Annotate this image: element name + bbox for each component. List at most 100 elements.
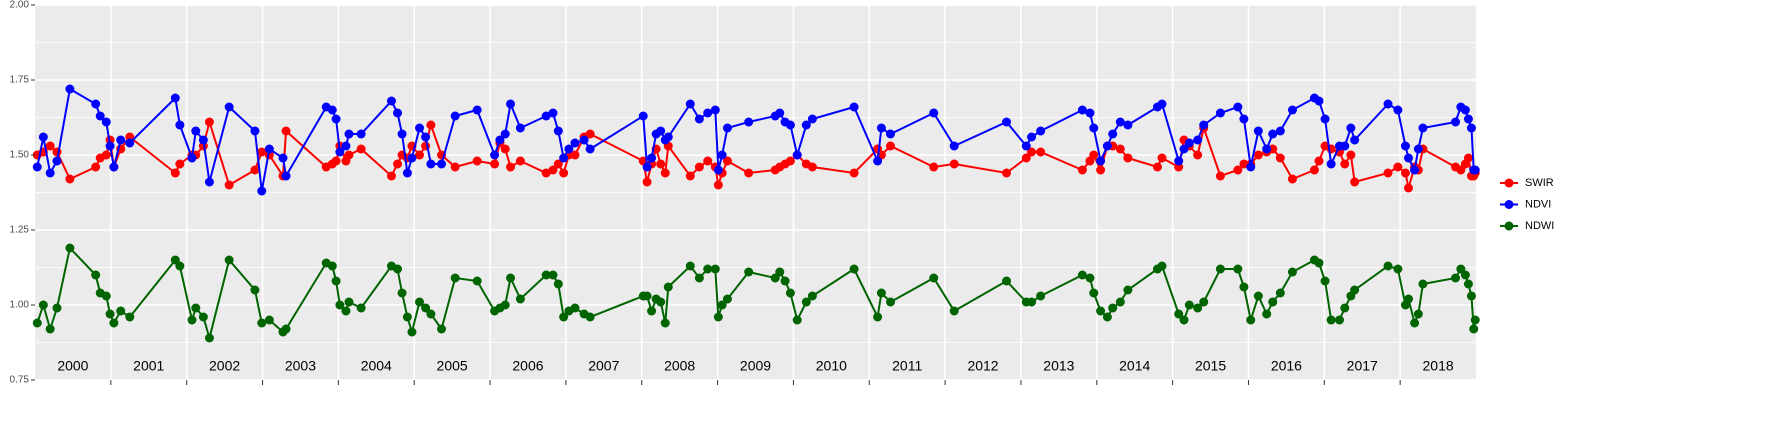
data-point [281,324,291,334]
data-point [1275,153,1285,163]
data-point [807,291,817,301]
data-point [873,156,883,166]
data-point [397,288,407,298]
data-point [548,270,558,280]
data-point [885,129,895,139]
data-point [1404,183,1414,193]
year-label: 2014 [1119,358,1150,374]
data-point [1085,108,1095,118]
data-point [116,135,126,145]
data-point [660,318,670,328]
data-point [570,150,580,160]
data-point [807,162,817,172]
data-point [506,162,516,172]
data-point [1314,156,1324,166]
data-point [703,264,713,274]
data-point [1157,99,1167,109]
data-point [1184,300,1194,310]
year-label: 2016 [1271,358,1302,374]
data-point [785,156,795,166]
data-point [116,306,126,316]
data-point [744,117,754,127]
data-point [1036,291,1046,301]
data-point [278,153,288,163]
data-point [660,168,670,178]
data-point [105,141,115,151]
data-point [191,303,201,313]
data-point [1199,297,1209,307]
year-label: 2002 [209,358,240,374]
data-point [344,129,354,139]
data-point [710,264,720,274]
data-point [1418,279,1428,289]
data-point [849,168,859,178]
data-point [1077,165,1087,175]
data-point [1275,126,1285,136]
data-point [65,174,75,184]
data-point [929,162,939,172]
data-point [541,111,551,121]
data-point [257,147,267,157]
data-point [125,312,135,322]
data-point [559,153,569,163]
data-point [472,105,482,115]
data-point [1262,309,1272,319]
data-point [656,126,666,136]
data-point [1108,303,1118,313]
data-point [450,111,460,121]
data-point [415,297,425,307]
data-point [541,270,551,280]
data-point [685,261,695,271]
data-point [1184,138,1194,148]
data-point [187,153,197,163]
data-point [426,309,436,319]
data-point [775,108,785,118]
data-point [694,114,704,124]
data-point [1413,309,1423,319]
data-point [204,117,214,127]
legend-marker [1504,178,1514,188]
data-point [421,132,431,142]
data-point [1466,123,1476,133]
data-point [1102,141,1112,151]
data-point [1115,144,1125,154]
data-point [386,96,396,106]
data-point [1413,144,1423,154]
data-point [1077,270,1087,280]
data-point [1108,129,1118,139]
data-point [1460,105,1470,115]
data-point [1089,123,1099,133]
data-point [472,156,482,166]
data-point [1021,141,1031,151]
data-point [1233,102,1243,112]
data-point [647,306,657,316]
data-point [553,126,563,136]
data-point [713,165,723,175]
data-point [1309,165,1319,175]
data-point [1410,165,1420,175]
data-point [656,297,666,307]
data-point [506,273,516,283]
data-point [65,84,75,94]
data-point [224,255,234,265]
data-point [1320,114,1330,124]
data-point [1463,279,1473,289]
data-point [506,99,516,109]
data-point [1157,153,1167,163]
data-point [198,135,208,145]
data-point [250,126,260,136]
legend-label: NDWI [1525,220,1554,232]
data-point [1268,297,1278,307]
data-point [1340,141,1350,151]
data-point [849,264,859,274]
data-point [541,168,551,178]
data-point [407,153,417,163]
data-point [1253,126,1263,136]
data-point [1002,276,1012,286]
data-point [1253,291,1263,301]
data-point [1174,309,1184,319]
data-point [500,129,510,139]
data-point [929,273,939,283]
data-point [91,99,101,109]
data-point [500,300,510,310]
